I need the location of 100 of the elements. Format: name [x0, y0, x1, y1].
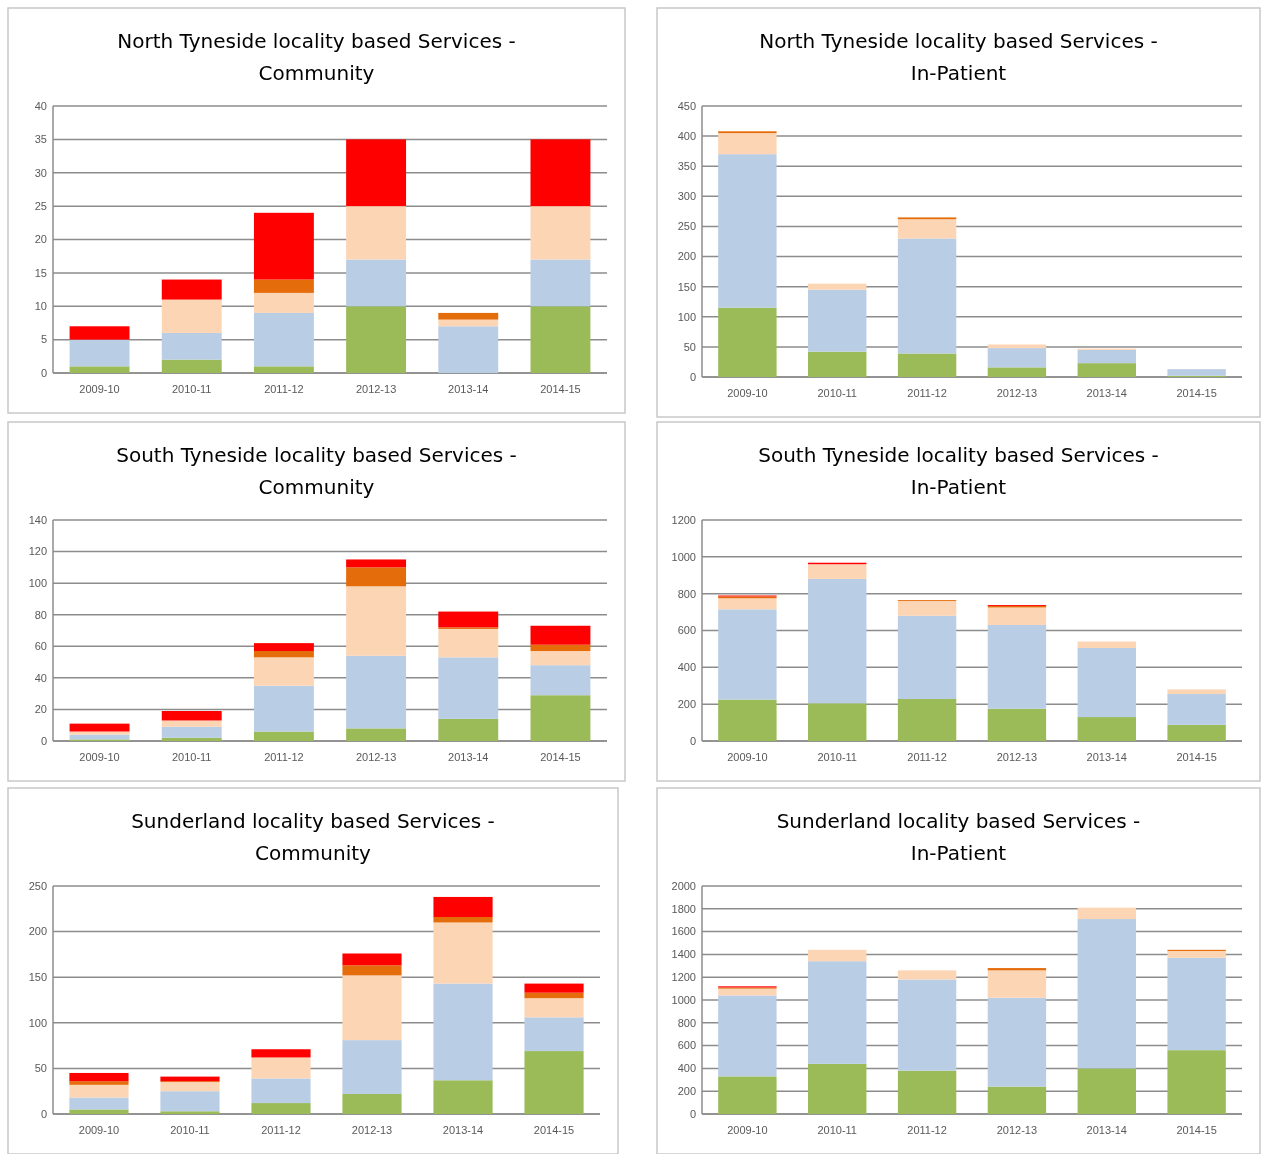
x-tick-label: 2009-10	[727, 387, 768, 399]
y-tick-label: 600	[677, 624, 696, 637]
x-tick-label: 2014-15	[533, 1124, 575, 1136]
y-tick-label: 100	[28, 1016, 47, 1029]
bar	[253, 685, 314, 732]
bar	[718, 1076, 777, 1114]
bar	[438, 326, 499, 373]
bar	[438, 657, 499, 719]
bar	[161, 332, 222, 360]
x-tick-label: 2012-13	[355, 751, 397, 763]
bar	[987, 624, 1047, 709]
bar	[346, 306, 407, 373]
y-tick-label: 0	[40, 366, 47, 379]
bar	[1167, 369, 1226, 376]
bar	[433, 1080, 493, 1114]
bar	[987, 607, 1047, 625]
bar	[69, 339, 130, 367]
bar	[808, 1063, 867, 1114]
bar	[433, 896, 493, 918]
x-tick-label: 2014-15	[1176, 1124, 1217, 1136]
bar	[346, 586, 407, 656]
y-tick-label: 35	[34, 133, 47, 146]
y-tick-label: 450	[677, 99, 696, 112]
bar	[524, 1051, 584, 1114]
chart-title: South Tyneside locality based Services - In-Patient	[758, 443, 1159, 499]
x-tick-label: 2011-12	[907, 1124, 947, 1136]
y-tick-label: 1200	[671, 513, 696, 526]
bar	[438, 611, 499, 628]
bar	[808, 283, 867, 290]
bar	[987, 970, 1047, 998]
bar	[808, 289, 867, 352]
x-tick-label: 2012-13	[351, 1124, 393, 1136]
bar	[987, 348, 1047, 368]
x-tick-label: 2009-10	[727, 751, 768, 763]
y-tick-label: 40	[34, 99, 47, 112]
bar	[253, 731, 314, 741]
bar	[1077, 919, 1136, 1069]
y-tick-label: 300	[677, 190, 696, 203]
bar	[253, 366, 314, 373]
bar	[530, 644, 591, 652]
bar	[433, 922, 493, 984]
y-tick-label: 150	[677, 280, 696, 293]
x-tick-label: 2010-11	[817, 387, 858, 399]
bar	[897, 1070, 957, 1114]
bar	[69, 731, 130, 735]
y-tick-label: 100	[28, 576, 47, 589]
bar	[342, 975, 402, 1041]
y-tick-label: 20	[34, 703, 47, 716]
bar	[342, 1093, 402, 1114]
x-tick-label: 2012-13	[996, 751, 1038, 763]
bar	[251, 1049, 311, 1058]
bar	[346, 728, 407, 741]
bar	[1167, 950, 1226, 958]
bar	[718, 154, 777, 308]
bar	[530, 625, 591, 645]
y-tick-label: 50	[683, 340, 696, 353]
x-tick-label: 2010-11	[171, 383, 212, 395]
bar	[524, 992, 584, 999]
y-tick-label: 100	[677, 310, 696, 323]
bar	[346, 206, 407, 260]
y-tick-label: 30	[34, 166, 47, 179]
bar	[1167, 1050, 1226, 1114]
bar	[987, 344, 1047, 349]
bar	[342, 953, 402, 966]
bar	[897, 353, 957, 377]
bar	[160, 1091, 220, 1112]
bar	[524, 1017, 584, 1052]
chart-title: Sunderland locality based Services - Community	[131, 809, 495, 865]
bar	[718, 699, 777, 741]
y-tick-label: 400	[677, 129, 696, 142]
x-tick-label: 2009-10	[79, 751, 120, 763]
x-tick-label: 2011-12	[907, 751, 947, 763]
bar	[987, 997, 1047, 1087]
bar	[438, 628, 499, 658]
bar	[253, 657, 314, 686]
y-tick-label: 20	[34, 233, 47, 246]
y-tick-label: 1800	[671, 902, 696, 915]
y-tick-label: 1000	[671, 550, 696, 563]
x-tick-label: 2013-14	[448, 383, 489, 395]
y-tick-label: 350	[677, 160, 696, 173]
chart-title: Sunderland locality based Services - In-Patient	[776, 809, 1141, 865]
bar	[438, 718, 499, 741]
y-tick-label: 50	[34, 1062, 47, 1075]
y-tick-label: 250	[28, 879, 47, 892]
x-tick-label: 2009-10	[78, 1124, 120, 1136]
x-tick-label: 2011-12	[264, 383, 304, 395]
bar	[530, 139, 591, 207]
bar	[897, 979, 957, 1071]
y-tick-label: 1600	[671, 925, 696, 938]
bar	[530, 665, 591, 696]
y-tick-label: 400	[677, 661, 696, 674]
x-tick-label: 2011-12	[907, 387, 947, 399]
bar	[1167, 689, 1226, 695]
bar	[1077, 717, 1136, 741]
bar	[346, 139, 407, 207]
bar	[69, 366, 130, 373]
bar	[346, 655, 407, 729]
bar	[161, 737, 222, 741]
x-tick-label: 2010-11	[817, 751, 858, 763]
y-tick-label: 1400	[671, 948, 696, 961]
